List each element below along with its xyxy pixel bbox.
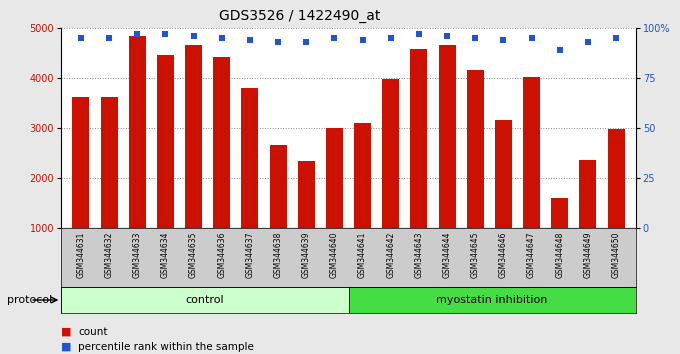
Bar [326,129,343,228]
Text: GSM344646: GSM344646 [499,231,508,278]
Text: GSM344642: GSM344642 [386,231,395,278]
Text: count: count [78,327,107,337]
Bar [185,45,202,228]
Bar [608,129,624,228]
Text: GSM344643: GSM344643 [414,231,424,278]
Text: GSM344631: GSM344631 [76,231,86,278]
Bar [214,57,231,228]
Text: GSM344636: GSM344636 [217,231,226,278]
Bar [551,198,568,228]
Text: GSM344635: GSM344635 [189,231,198,278]
Text: protocol: protocol [7,295,52,305]
Bar [241,88,258,228]
Text: GSM344637: GSM344637 [245,231,254,278]
Text: GSM344648: GSM344648 [556,231,564,278]
Bar [354,123,371,228]
Bar [298,161,315,228]
Text: GSM344645: GSM344645 [471,231,480,278]
Text: GSM344647: GSM344647 [527,231,536,278]
Text: GDS3526 / 1422490_at: GDS3526 / 1422490_at [218,9,380,23]
Text: GSM344640: GSM344640 [330,231,339,278]
Bar [348,287,636,313]
Text: ■: ■ [61,327,71,337]
Bar [439,45,456,228]
Text: myostatin inhibition: myostatin inhibition [437,295,548,305]
Bar [270,145,286,228]
Bar [73,97,89,228]
Bar [579,160,596,228]
Text: percentile rank within the sample: percentile rank within the sample [78,342,254,352]
Bar [466,70,483,228]
Text: GSM344650: GSM344650 [611,231,621,278]
Bar [61,287,348,313]
Bar [101,97,118,228]
Text: GSM344633: GSM344633 [133,231,141,278]
Text: GSM344639: GSM344639 [302,231,311,278]
Bar [382,79,399,228]
Bar [495,120,512,228]
Text: GSM344634: GSM344634 [161,231,170,278]
Text: GSM344644: GSM344644 [443,231,452,278]
Text: GSM344649: GSM344649 [583,231,592,278]
Text: GSM344641: GSM344641 [358,231,367,278]
Bar [157,55,174,228]
Text: GSM344638: GSM344638 [273,231,283,278]
Text: control: control [186,295,224,305]
Bar [523,77,540,228]
Text: GSM344632: GSM344632 [105,231,114,278]
Text: ■: ■ [61,342,71,352]
Bar [129,36,146,228]
Bar [411,49,427,228]
